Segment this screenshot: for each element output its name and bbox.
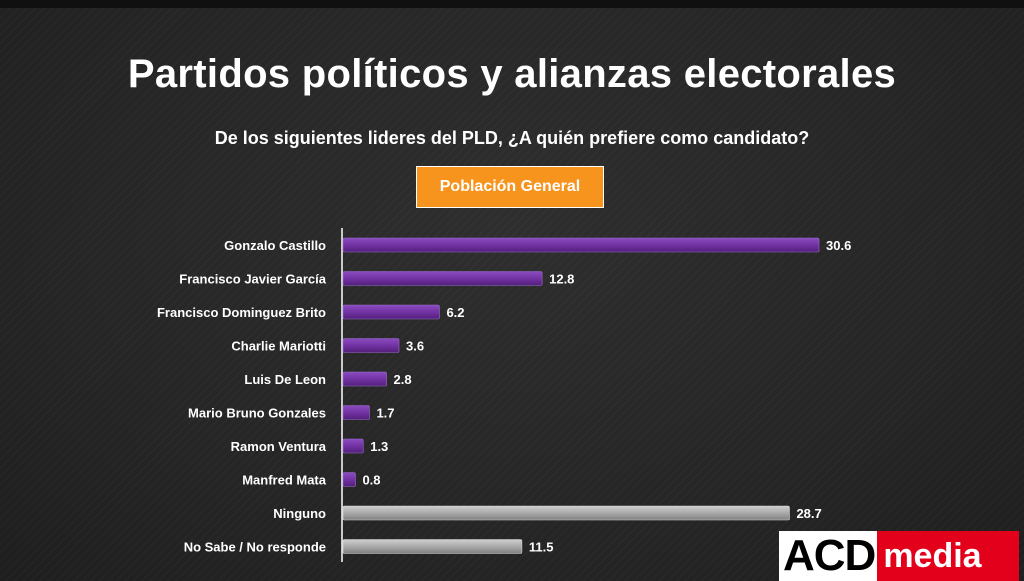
bar-candidate	[342, 371, 387, 387]
category-label: No Sabe / No responde	[184, 540, 326, 555]
value-label: 0.8	[362, 473, 380, 488]
bar-candidate	[342, 472, 356, 487]
bar-candidate	[342, 237, 820, 253]
population-badge: Población General	[416, 166, 604, 208]
top-bar	[0, 0, 1024, 8]
value-label: 30.6	[826, 238, 851, 253]
logo-media-text: media	[877, 531, 1019, 581]
value-label: 6.2	[446, 305, 464, 320]
value-label: 28.7	[796, 506, 821, 521]
category-label: Manfred Mata	[242, 473, 327, 488]
bar-candidate	[342, 438, 364, 454]
value-label: 12.8	[549, 272, 574, 287]
acd-media-logo: ACD media	[779, 531, 1019, 581]
category-label: Luis De Leon	[244, 372, 326, 387]
category-label: Francisco Dominguez Brito	[157, 305, 326, 320]
category-label: Ramon Ventura	[231, 439, 327, 454]
category-label: Ninguno	[273, 506, 326, 521]
value-label: 1.7	[376, 406, 394, 421]
category-label: Gonzalo Castillo	[224, 238, 326, 253]
chart-subtitle: De los siguientes lideres del PLD, ¿A qu…	[214, 128, 810, 148]
bar-candidate	[342, 338, 400, 353]
category-label: Charlie Mariotti	[231, 339, 326, 354]
bar-candidate	[342, 405, 370, 420]
category-label: Francisco Javier García	[179, 272, 326, 287]
category-label: Mario Bruno Gonzales	[188, 406, 326, 421]
bar-candidate	[342, 271, 543, 286]
value-label: 11.5	[529, 540, 554, 555]
page-title: Partidos políticos y alianzas electorale…	[127, 52, 897, 96]
value-label: 1.3	[370, 439, 388, 454]
bar-other	[342, 539, 523, 554]
value-label: 3.6	[406, 339, 424, 354]
logo-acd-text: ACD	[779, 531, 878, 581]
bar-other	[342, 505, 790, 521]
value-label: 2.8	[394, 372, 412, 387]
bar-candidate	[342, 304, 440, 320]
